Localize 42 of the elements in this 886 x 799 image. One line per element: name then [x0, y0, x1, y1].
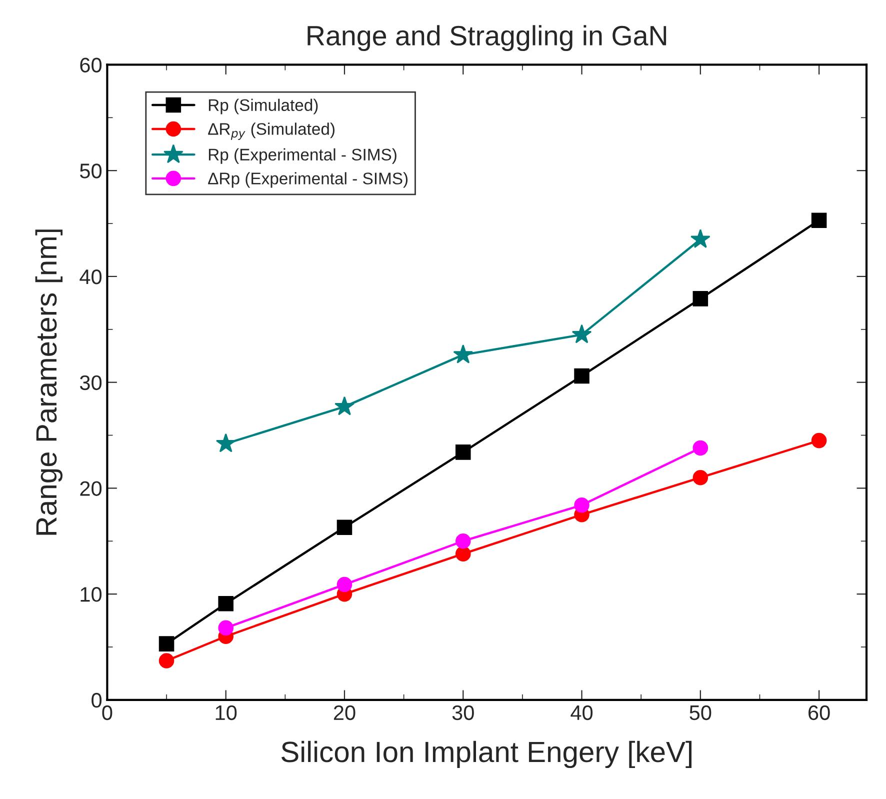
- x-tick-label: 60: [808, 705, 830, 720]
- y-tick-label: 60: [80, 58, 102, 72]
- y-tick-label: 0: [92, 692, 102, 708]
- x-tick-label: 50: [690, 705, 712, 720]
- point: [218, 620, 234, 636]
- legend-label: ΔR$_{py}$ (Simulated): [208, 122, 334, 140]
- point: [692, 440, 708, 456]
- y-tick-label: 20: [80, 481, 102, 496]
- point: [574, 497, 590, 513]
- point: [690, 228, 710, 248]
- point: [574, 368, 590, 384]
- x-tick-label: 0: [102, 705, 112, 720]
- point: [158, 636, 174, 652]
- y-tick-label: 30: [80, 375, 102, 390]
- point: [692, 470, 708, 486]
- point: [218, 596, 234, 612]
- y-axis-title: Range Parameters [nm]: [35, 230, 63, 535]
- point: [455, 546, 471, 562]
- x-tick-label: 20: [334, 705, 356, 720]
- y-tick-label: 10: [80, 587, 102, 602]
- point: [811, 432, 827, 448]
- legend-label: Rp (Simulated): [208, 98, 318, 114]
- point: [334, 396, 354, 416]
- x-tick-label: 10: [216, 705, 237, 720]
- x-tick-label: 40: [570, 705, 593, 720]
- x-axis-title: Silicon Ion Implant Engery [keV]: [281, 740, 692, 768]
- point: [336, 576, 352, 592]
- chart-title: Range and Straggling in GaN: [308, 25, 666, 52]
- legend-label: Rp (Experimental - SIMS): [208, 148, 396, 164]
- point: [453, 344, 474, 364]
- x-tick-label: 30: [452, 705, 474, 720]
- point: [455, 533, 471, 549]
- point: [336, 520, 352, 535]
- point: [216, 433, 236, 452]
- point: [811, 212, 827, 228]
- y-tick-label: 40: [80, 269, 102, 284]
- point: [692, 291, 708, 306]
- point: [455, 444, 471, 460]
- point: [158, 653, 174, 668]
- legend-label: ΔRp (Experimental - SIMS): [208, 172, 408, 188]
- point: [572, 324, 592, 344]
- y-tick-label: 50: [80, 164, 102, 178]
